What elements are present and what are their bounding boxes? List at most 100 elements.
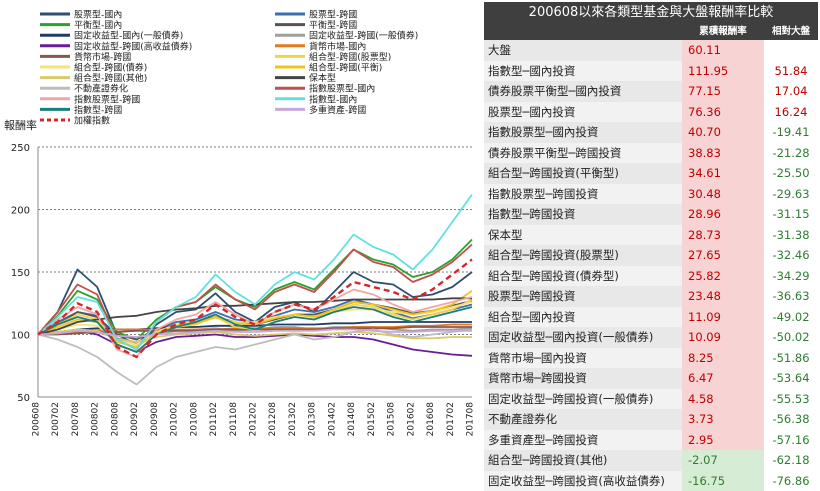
row-relative	[764, 40, 818, 61]
x-tick-label: 201208	[268, 402, 278, 437]
legend-label: 貨幣市場-跨國	[74, 51, 131, 63]
row-return: 77.15	[682, 81, 764, 102]
legend-label: 加權指數	[74, 115, 110, 127]
y-tick-label: 250	[11, 143, 30, 154]
legend-label: 固定收益型-跨國(高收益債券)	[74, 40, 192, 52]
legend-label: 指數型-跨國	[74, 104, 122, 116]
header-name	[484, 24, 682, 40]
x-tick-label: 201002	[170, 402, 180, 436]
legend-label: 固定收益型-國內(一般債券)	[74, 30, 183, 42]
y-tick-label: 100	[11, 331, 30, 342]
row-return: 25.82	[682, 266, 764, 287]
x-tick-label: 201102	[209, 402, 219, 436]
table-row: 組合型─跨國投資(其他)-2.07-62.18	[484, 450, 818, 471]
row-relative: -50.02	[764, 327, 818, 348]
legend-label: 保本型	[309, 72, 336, 84]
x-tick-label: 201502	[367, 402, 377, 436]
row-relative: -31.38	[764, 225, 818, 246]
row-name: 指數型─國內投資	[484, 61, 682, 82]
legend-label: 固定收益型-跨國(一般債券)	[309, 30, 418, 42]
legend-label: 組合型-跨國(其他)	[74, 72, 147, 84]
row-return: 10.09	[682, 327, 764, 348]
row-name: 組合型─跨國投資(其他)	[484, 450, 682, 471]
row-return: 28.73	[682, 225, 764, 246]
row-name: 組合型─跨國投資(平衡型)	[484, 163, 682, 184]
row-name: 組合型─國內投資	[484, 307, 682, 328]
table-row: 固定收益型─國內投資(一般債券)10.09-50.02	[484, 327, 818, 348]
row-name: 貨幣市場─跨國投資	[484, 368, 682, 389]
x-tick-label: 200808	[110, 402, 120, 437]
x-tick-label: 200708	[71, 402, 81, 437]
row-name: 固定收益型─跨國投資(一般債券)	[484, 389, 682, 410]
legend-label: 組合型-跨國(債券)	[74, 62, 147, 74]
legend-label: 指數股票型-跨國	[74, 93, 140, 105]
row-return: 111.95	[682, 61, 764, 82]
row-return: 4.58	[682, 389, 764, 410]
row-return: 40.70	[682, 122, 764, 143]
x-tick-label: 201008	[189, 402, 199, 437]
table-title: 200608以來各類型基金與大盤報酬率比較	[484, 2, 818, 24]
row-relative: -55.53	[764, 389, 818, 410]
row-relative: -19.41	[764, 122, 818, 143]
row-return: 38.83	[682, 143, 764, 164]
legend-label: 指數型-國內	[309, 93, 357, 105]
row-relative: -29.63	[764, 184, 818, 205]
row-return: 2.95	[682, 430, 764, 451]
x-tick-label: 201108	[229, 402, 239, 437]
y-tick-label: 50	[17, 393, 30, 404]
table-row: 組合型─跨國投資(債券型)25.82-34.29	[484, 266, 818, 287]
x-tick-label: 200608	[32, 402, 42, 437]
x-tick-label: 201402	[327, 402, 337, 436]
row-name: 債券股票平衡型─國內投資	[484, 81, 682, 102]
row-relative: -21.28	[764, 143, 818, 164]
x-tick-label: 200902	[130, 402, 140, 436]
x-tick-label: 201702	[446, 402, 456, 436]
x-tick-label: 200702	[51, 402, 61, 436]
x-tick-label: 200908	[150, 402, 160, 437]
row-relative: -31.15	[764, 204, 818, 225]
legend-label: 貨幣市場-國內	[309, 40, 366, 52]
row-return: 60.11	[682, 40, 764, 61]
row-relative: -32.46	[764, 245, 818, 266]
x-tick-label: 201602	[406, 402, 416, 436]
row-relative: 17.04	[764, 81, 818, 102]
row-name: 多重資產型─跨國投資	[484, 430, 682, 451]
row-return: 76.36	[682, 102, 764, 123]
x-tick-label: 201408	[347, 402, 357, 437]
line-chart: 股票型-國內股票型-跨國平衡型-國內平衡型-跨國固定收益型-國內(一般債券)固定…	[0, 0, 480, 453]
y-axis-label: 報酬率	[4, 118, 37, 132]
row-name: 固定收益型─國內投資(一般債券)	[484, 327, 682, 348]
y-tick-label: 150	[11, 268, 30, 279]
legend-label: 股票型-國內	[74, 10, 122, 21]
x-tick-label: 201308	[308, 402, 318, 437]
row-return: 23.48	[682, 286, 764, 307]
row-name: 固定收益型─跨國投資(高收益債券)	[484, 471, 682, 491]
row-return: -2.07	[682, 450, 764, 471]
row-return: 11.09	[682, 307, 764, 328]
table-row: 固定收益型─跨國投資(高收益債券)-16.75-76.86	[484, 471, 818, 491]
row-name: 股票型─跨國投資	[484, 286, 682, 307]
x-tick-label: 200802	[91, 402, 101, 436]
legend-label: 多重資產-跨國	[309, 104, 366, 116]
row-return: 3.73	[682, 409, 764, 430]
row-name: 債券股票平衡型─跨國投資	[484, 143, 682, 164]
row-return: 30.48	[682, 184, 764, 205]
row-relative: 16.24	[764, 102, 818, 123]
table-row: 組合型─跨國投資(平衡型)34.61-25.50	[484, 163, 818, 184]
row-relative: -53.64	[764, 368, 818, 389]
legend-label: 指數股票型-國內	[309, 83, 375, 95]
legend-label: 平衡型-跨國	[309, 19, 357, 31]
y-tick-label: 200	[11, 206, 30, 217]
row-relative: -34.29	[764, 266, 818, 287]
header-relative: 相對大盤	[764, 24, 818, 40]
